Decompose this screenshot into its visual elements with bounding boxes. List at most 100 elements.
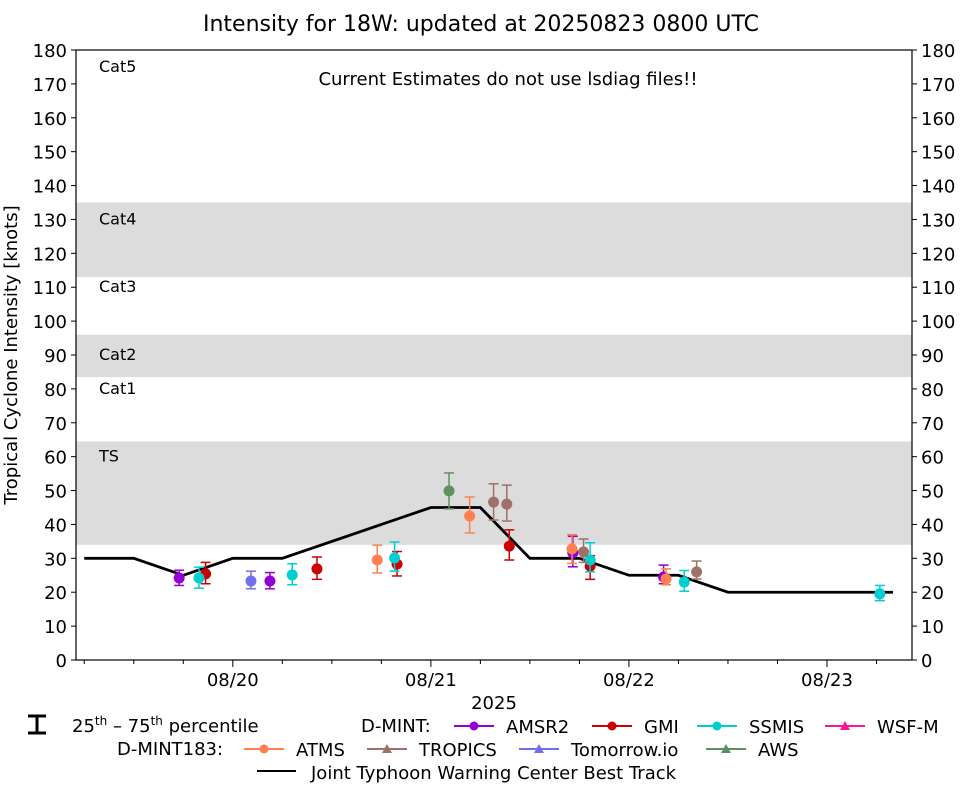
y-tick-label-right: 80 bbox=[921, 380, 944, 401]
marker bbox=[464, 510, 476, 522]
y-tick-label-left: 170 bbox=[33, 75, 67, 96]
y-tick-label-left: 130 bbox=[33, 210, 67, 231]
legend-label: AWS bbox=[758, 740, 799, 761]
marker bbox=[678, 576, 690, 588]
marker bbox=[311, 563, 323, 575]
data-points-layer bbox=[173, 472, 886, 602]
y-tick-label-left: 10 bbox=[44, 617, 67, 638]
data-point-tomorrow-io bbox=[245, 570, 257, 590]
legend: 25th – 75th percentile D-MINT: D-MINT183… bbox=[28, 714, 939, 784]
legend-label: TROPICS bbox=[418, 740, 497, 761]
y-tick-label-right: 40 bbox=[921, 515, 944, 536]
y-tick-label-left: 180 bbox=[33, 41, 67, 62]
legend-label: SSMIS bbox=[749, 717, 804, 738]
annotation-text: Current Estimates do not use lsdiag file… bbox=[318, 69, 697, 90]
x-tick-label: 08/22 bbox=[603, 670, 655, 691]
y-tick-label-right: 20 bbox=[921, 583, 944, 604]
x-axis-label: 2025 bbox=[471, 693, 517, 714]
y-tick-label-left: 80 bbox=[44, 380, 67, 401]
y-tick-label-right: 140 bbox=[921, 177, 955, 198]
legend-circle-marker bbox=[712, 721, 722, 731]
y-tick-label-left: 100 bbox=[33, 312, 67, 333]
marker bbox=[566, 543, 578, 555]
y-tick-label-right: 120 bbox=[921, 244, 955, 265]
data-point-ssmis bbox=[678, 569, 690, 592]
data-point-amsr2 bbox=[173, 569, 185, 587]
marker bbox=[389, 552, 401, 564]
marker bbox=[371, 554, 383, 566]
data-point-tropics bbox=[488, 483, 500, 521]
marker bbox=[578, 546, 590, 558]
y-tick-label-right: 130 bbox=[921, 210, 955, 231]
legend-item-amsr2: AMSR2 bbox=[454, 717, 569, 738]
y-tick-label-left: 0 bbox=[56, 651, 67, 672]
data-point-amsr2 bbox=[264, 571, 276, 590]
legend-label: WSF-M bbox=[877, 717, 939, 738]
band-cat4 bbox=[76, 202, 912, 278]
legend-dmint183-label: D-MINT183: bbox=[117, 739, 223, 760]
legend-circle-marker bbox=[259, 744, 269, 754]
legend-triangle-marker bbox=[382, 744, 392, 753]
y-tick-label-right: 60 bbox=[921, 448, 944, 469]
legend-item-aws: AWS bbox=[706, 740, 799, 761]
legend-dmint-label: D-MINT: bbox=[361, 716, 431, 737]
y-tick-label-right: 10 bbox=[921, 617, 944, 638]
y-tick-label-left: 60 bbox=[44, 448, 67, 469]
category-label-cat2: Cat2 bbox=[99, 345, 136, 364]
y-tick-label-left: 140 bbox=[33, 177, 67, 198]
category-bands bbox=[76, 202, 912, 545]
marker bbox=[488, 496, 500, 508]
marker bbox=[503, 540, 515, 552]
y-tick-label-right: 90 bbox=[921, 346, 944, 367]
marker bbox=[443, 485, 455, 497]
legend-label: GMI bbox=[644, 717, 679, 738]
y-tick-label-left: 50 bbox=[44, 482, 67, 503]
legend-best-track-label: Joint Typhoon Warning Center Best Track bbox=[310, 763, 677, 784]
data-point-ssmis bbox=[389, 541, 401, 572]
legend-item-atms: ATMS bbox=[244, 740, 345, 761]
data-point-atms bbox=[464, 496, 476, 534]
data-point-atms bbox=[566, 533, 578, 565]
data-point-tropics bbox=[578, 538, 590, 564]
y-tick-label-left: 40 bbox=[44, 515, 67, 536]
y-tick-label-right: 150 bbox=[921, 143, 955, 164]
marker bbox=[173, 572, 185, 584]
marker bbox=[691, 566, 703, 578]
category-label-cat5: Cat5 bbox=[99, 57, 136, 76]
data-point-gmi bbox=[503, 529, 515, 561]
marker bbox=[264, 575, 276, 587]
y-tick-label-right: 0 bbox=[921, 651, 932, 672]
marker bbox=[660, 573, 672, 585]
y-axis-label: Tropical Cyclone Intensity [knots] bbox=[1, 205, 22, 505]
marker bbox=[193, 572, 205, 584]
y-tick-label-right: 180 bbox=[921, 41, 955, 62]
category-label-ts: TS bbox=[98, 447, 119, 466]
data-point-ssmis bbox=[193, 566, 205, 589]
data-point-atms bbox=[660, 568, 672, 586]
legend-item-wsf-m: WSF-M bbox=[825, 717, 939, 738]
legend-item-ssmis: SSMIS bbox=[697, 717, 804, 738]
x-tick-label: 08/21 bbox=[405, 670, 457, 691]
y-tick-label-left: 90 bbox=[44, 346, 67, 367]
y-axis-right: 0 10 20 30 40 50 60 70 80 90 100 110 120 130 140 150 160… bbox=[912, 41, 955, 672]
y-tick-label-right: 30 bbox=[921, 549, 944, 570]
legend-label: Tomorrow.io bbox=[570, 740, 678, 761]
legend-item-tomorrow-io: Tomorrow.io bbox=[519, 740, 678, 761]
data-point-gmi bbox=[311, 556, 323, 581]
data-point-atms bbox=[371, 544, 383, 574]
y-tick-label-right: 50 bbox=[921, 482, 944, 503]
x-axis: 08/20 08/21 08/22 08/23 bbox=[83, 660, 878, 691]
chart-title: Intensity for 18W: updated at 20250823 0… bbox=[203, 12, 759, 37]
y-tick-label-right: 160 bbox=[921, 109, 955, 130]
y-tick-label-left: 110 bbox=[33, 278, 67, 299]
x-tick-label: 08/20 bbox=[207, 670, 259, 691]
y-axis-left: 0 10 20 30 40 50 60 70 80 90 100 110 120 130 140 150 160… bbox=[33, 41, 76, 672]
legend-label: AMSR2 bbox=[506, 717, 569, 738]
y-tick-label-right: 70 bbox=[921, 414, 944, 435]
data-point-aws bbox=[443, 472, 455, 510]
marker bbox=[501, 498, 513, 510]
y-tick-label-left: 150 bbox=[33, 143, 67, 164]
y-tick-label-left: 70 bbox=[44, 414, 67, 435]
legend-triangle-marker bbox=[534, 744, 544, 753]
